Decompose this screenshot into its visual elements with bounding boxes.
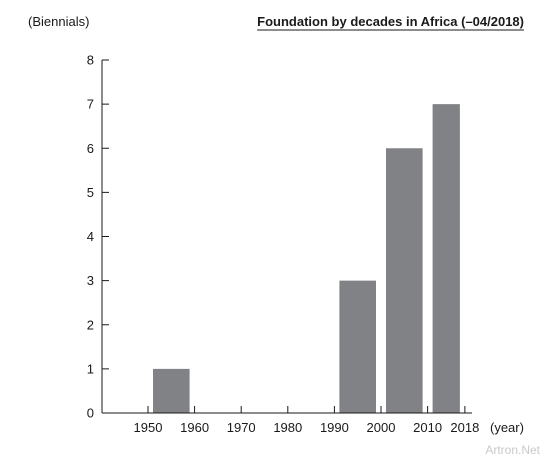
bar-2010 — [432, 104, 460, 413]
bars-group — [153, 104, 460, 413]
y-tick-label: 6 — [87, 141, 94, 156]
x-tick-label: 2000 — [367, 420, 396, 435]
y-tick-label: 8 — [87, 53, 94, 68]
bar-2000 — [386, 148, 423, 413]
x-tick-label: 1970 — [227, 420, 256, 435]
watermark: Artron.Net — [485, 443, 540, 457]
y-tick-label: 4 — [87, 229, 94, 244]
y-tick-label: 2 — [87, 317, 94, 332]
x-tick-label: 1990 — [320, 420, 349, 435]
y-ticks-group: 0 1 2 3 4 5 6 7 8 — [87, 53, 109, 421]
y-tick-label: 5 — [87, 185, 94, 200]
x-axis-label: (year) — [490, 420, 524, 435]
y-tick-label: 7 — [87, 97, 94, 112]
chart-title: Foundation by decades in Africa (–04/201… — [257, 14, 524, 29]
x-tick-label: 2018 — [450, 420, 479, 435]
x-tick-label: 1960 — [180, 420, 209, 435]
x-tick-label: 1980 — [273, 420, 302, 435]
x-tick-label: 2010 — [413, 420, 442, 435]
y-tick-label: 3 — [87, 273, 94, 288]
bar-1990 — [339, 280, 376, 413]
x-ticks-group: 1950 1960 1970 1980 1990 2000 2010 2018 — [134, 406, 479, 435]
y-tick-label: 0 — [87, 406, 94, 421]
bar-1950 — [153, 368, 190, 413]
y-tick-label: 1 — [87, 361, 94, 376]
x-tick-label: 1950 — [134, 420, 163, 435]
y-axis-label: (Biennials) — [28, 14, 89, 29]
